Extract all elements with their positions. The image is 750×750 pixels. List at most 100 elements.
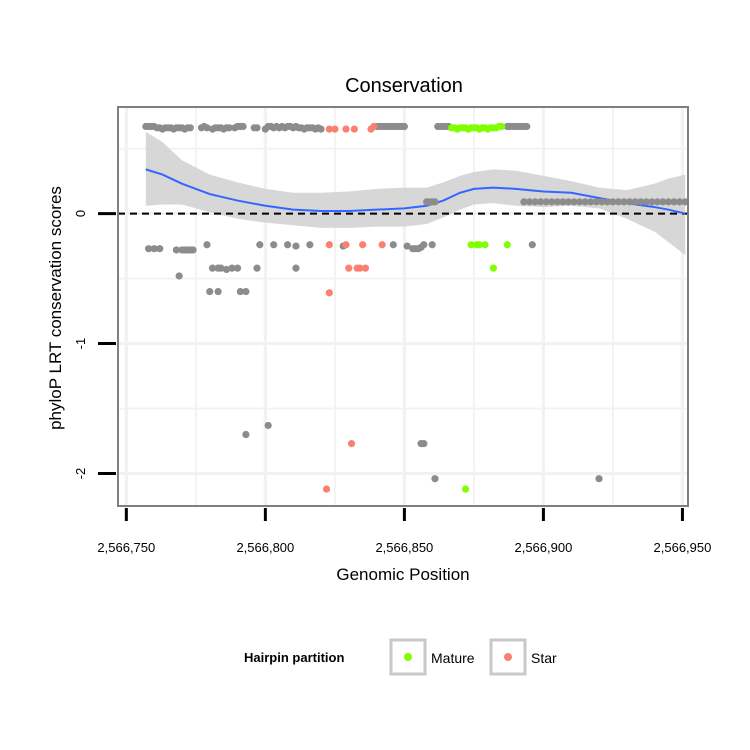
y-tick-label-0: 0 [73,210,88,217]
point-other-128 [389,241,397,249]
point-other-85 [537,198,545,206]
point-other-149 [242,287,250,296]
point-star-13 [361,264,370,272]
point-star-1 [331,125,339,133]
point-other-155 [595,475,603,483]
point-star-16 [322,485,331,493]
point-other-114 [156,245,164,253]
point-other-129 [403,242,411,250]
point-other-98 [609,198,617,206]
point-other-150 [242,430,250,439]
point-other-53 [317,125,325,133]
point-star-14 [325,289,333,297]
point-other-142 [228,264,236,272]
point-other-143 [233,264,242,272]
point-other-89 [559,198,567,206]
point-other-151 [264,421,272,430]
point-other-84 [531,198,539,206]
point-other-81 [431,198,439,206]
point-other-138 [208,264,217,272]
point-other-91 [570,198,578,206]
y-axis: 0 -1 -2 [73,210,116,479]
point-mature-21 [475,241,484,249]
point-other-110 [676,198,684,206]
point-other-93 [581,198,589,206]
point-star-3 [350,125,358,133]
chart-title: Conservation [345,75,463,97]
legend-label-mature: Mature [431,650,475,666]
point-other-102 [631,198,639,206]
x-tick-label-2: 2,566,850 [375,540,433,555]
point-other-77 [523,122,531,131]
point-mature-23 [503,241,511,249]
point-star-9 [378,241,386,249]
point-other-134 [420,241,428,249]
x-axis: 2,566,750 2,566,800 2,566,850 2,566,900 2,56… [97,508,711,555]
point-other-140 [217,264,225,272]
point-mature-18 [498,122,506,131]
point-other-106 [653,198,662,206]
point-star-10 [345,264,353,272]
point-other-137 [175,272,183,280]
point-other-103 [637,198,645,206]
point-other-87 [548,198,556,206]
plot-area [117,106,689,507]
point-other-30 [239,122,247,131]
point-other-104 [642,198,650,206]
x-tick-label-3: 2,566,900 [514,540,572,555]
point-other-101 [626,198,634,206]
x-tick-label-0: 2,566,750 [97,540,155,555]
point-other-121 [203,241,211,249]
point-other-64 [400,122,408,131]
point-star-2 [342,125,350,133]
legend-key-star-dot [504,653,512,661]
point-other-97 [603,198,611,206]
point-other-26 [225,124,233,132]
point-other-90 [564,198,573,206]
point-star-12 [356,264,364,272]
smooth-confidence-band [145,131,686,256]
point-star-0 [325,125,333,133]
points-layer [142,122,689,493]
point-other-105 [648,198,656,206]
y-tick-label-1: -1 [73,338,88,350]
x-axis-title: Genomic Position [336,565,469,584]
point-other-144 [253,264,261,272]
point-other-16 [186,124,194,132]
point-other-82 [520,198,528,206]
y-axis-title: phyloP LRT conservation scores [46,186,65,430]
point-star-5 [370,122,378,131]
legend: Hairpin partition Mature Star [244,638,557,676]
point-other-19 [203,124,211,132]
point-star-6 [325,241,333,249]
point-other-86 [542,198,550,206]
point-other-122 [256,241,264,249]
point-other-141 [222,265,231,274]
point-other-125 [292,242,300,250]
point-other-147 [214,287,222,296]
point-other-88 [553,198,561,206]
point-other-136 [528,241,536,249]
point-other-112 [144,245,153,253]
x-tick-label-1: 2,566,800 [236,540,294,555]
x-tick-label-4: 2,566,950 [654,540,712,555]
point-other-113 [150,245,158,253]
plot-border [117,106,689,507]
point-mature-25 [461,485,470,493]
point-other-146 [206,287,214,296]
confidence-band [145,131,686,256]
y-tick-label-2: -2 [73,468,88,480]
legend-key-mature-dot [404,653,412,661]
point-other-115 [172,246,180,254]
point-other-120 [189,246,197,254]
point-mature-22 [481,241,489,249]
point-other-95 [592,198,600,206]
point-other-153 [420,440,428,448]
point-other-100 [620,198,628,206]
point-other-92 [575,198,584,206]
point-other-109 [670,198,678,206]
point-other-145 [292,264,300,272]
point-other-32 [253,124,261,132]
point-other-107 [659,198,667,206]
